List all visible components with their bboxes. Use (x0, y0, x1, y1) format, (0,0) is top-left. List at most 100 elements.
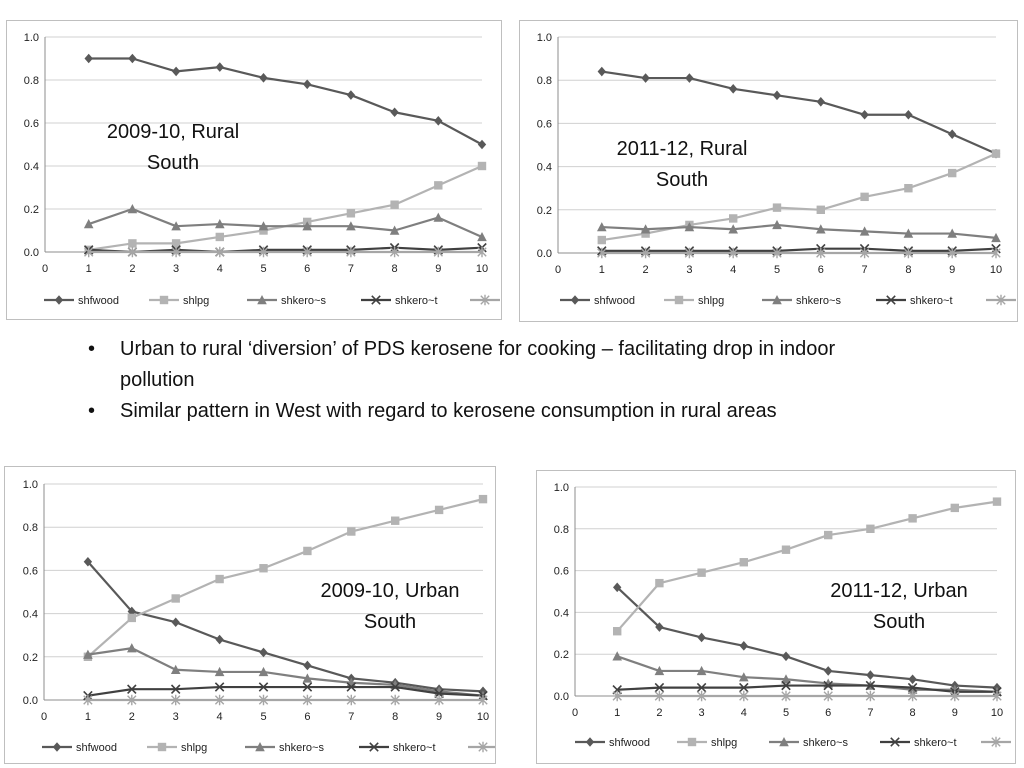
x-tick-label: 1 (86, 263, 92, 275)
x-tick-label: 6 (304, 263, 310, 275)
data-point (739, 682, 749, 693)
legend-label: shkero~t (395, 295, 438, 307)
data-point (258, 246, 269, 258)
legend-item: shothd (468, 741, 495, 753)
data-point (772, 90, 782, 101)
legend-marker (772, 295, 782, 305)
data-point (597, 235, 606, 245)
legend-label: shlpg (183, 295, 209, 307)
x-tick-label: 7 (867, 707, 873, 719)
data-point (781, 545, 791, 554)
data-point (346, 246, 356, 258)
data-point (346, 209, 356, 218)
data-point (389, 225, 400, 235)
data-point (860, 192, 869, 202)
legend-item: shkero~t (880, 737, 957, 749)
data-point (127, 613, 136, 623)
data-point (302, 694, 313, 706)
legend-marker (687, 737, 697, 747)
data-point (171, 694, 181, 706)
legend-marker (570, 295, 580, 305)
legend-label: shkero~s (279, 742, 324, 754)
legend-item: shkero~s (245, 742, 324, 754)
series-line-shkerot (87, 685, 484, 697)
data-point (215, 232, 224, 242)
x-tick-label: 10 (477, 711, 489, 723)
data-point (907, 690, 918, 702)
data-point (477, 231, 487, 242)
legend-marker (157, 742, 167, 752)
data-point (127, 643, 137, 653)
data-point (859, 226, 870, 236)
chart-annotation-line: South (656, 169, 708, 191)
chart-svg: 0.0 0.2 0.4 0.6 0.8 1.0 0 1 2 3 4 5 6 7 8 9 10 2009-10, R… (24, 32, 500, 307)
legend-label: shkero~s (803, 737, 848, 749)
data-point (346, 221, 356, 231)
data-point (992, 690, 1002, 702)
series-line-shkeros (87, 647, 484, 697)
legend-item: shlpg (677, 737, 737, 749)
data-point (302, 221, 312, 231)
series-line-shkeros (601, 223, 997, 239)
data-point (781, 690, 791, 702)
data-point (389, 246, 400, 258)
chart-annotation-line: 2009-10, Rural (107, 121, 239, 143)
data-point (127, 694, 137, 706)
data-point (781, 651, 791, 662)
data-point (170, 664, 181, 674)
legend-marker (52, 742, 62, 752)
legend-item: shlpg (147, 742, 207, 754)
data-point (215, 634, 224, 645)
legend-marker (779, 737, 789, 747)
data-point (171, 617, 180, 628)
data-point (654, 665, 665, 676)
x-tick-label: 5 (260, 263, 266, 275)
data-point (781, 680, 791, 691)
data-point (728, 247, 738, 259)
legend-item: shkero~t (876, 295, 953, 307)
legend-item: shlpg (149, 295, 209, 307)
data-point (739, 690, 749, 702)
x-tick-label: 10 (991, 707, 1003, 719)
chart-annotation-line: 2009-10, Urban (321, 580, 460, 602)
data-point (641, 73, 650, 83)
data-point (613, 627, 622, 636)
data-point (684, 222, 695, 232)
x-tick-label: 7 (348, 263, 354, 275)
legend-item: shothd (981, 736, 1011, 748)
legend-label: shfwood (76, 742, 117, 754)
x-tick-label: 10 (476, 263, 488, 275)
legend-marker (369, 742, 379, 752)
x-tick-label: 0 (572, 707, 578, 719)
data-point (991, 149, 1001, 158)
data-point (597, 66, 606, 77)
data-point (640, 247, 651, 259)
data-point (303, 79, 312, 90)
x-tick-label: 1 (614, 707, 620, 719)
data-point (697, 568, 706, 577)
data-point (640, 224, 651, 234)
series-line-shlpg (87, 498, 484, 658)
legend-marker (890, 737, 900, 747)
data-point (434, 181, 443, 190)
bullet-item: • Similar pattern in West with regard to… (88, 396, 888, 427)
x-tick-label: 3 (173, 711, 179, 723)
data-point (215, 62, 224, 72)
y-tick-label: 0.2 (23, 652, 38, 664)
data-point (816, 97, 825, 107)
series-line-shkerot (601, 247, 997, 252)
data-point (346, 694, 356, 706)
data-point (739, 558, 748, 567)
data-point (655, 622, 664, 632)
y-tick-label: 1.0 (554, 482, 569, 494)
legend-marker (371, 295, 381, 305)
legend-item: shkero~s (247, 295, 326, 307)
data-point (83, 219, 94, 229)
data-point (859, 247, 870, 259)
data-point (171, 66, 181, 77)
x-tick-label: 8 (905, 264, 911, 276)
data-point (904, 184, 913, 193)
y-tick-label: 0.8 (554, 524, 569, 536)
data-point (390, 694, 400, 706)
data-point (950, 503, 959, 513)
